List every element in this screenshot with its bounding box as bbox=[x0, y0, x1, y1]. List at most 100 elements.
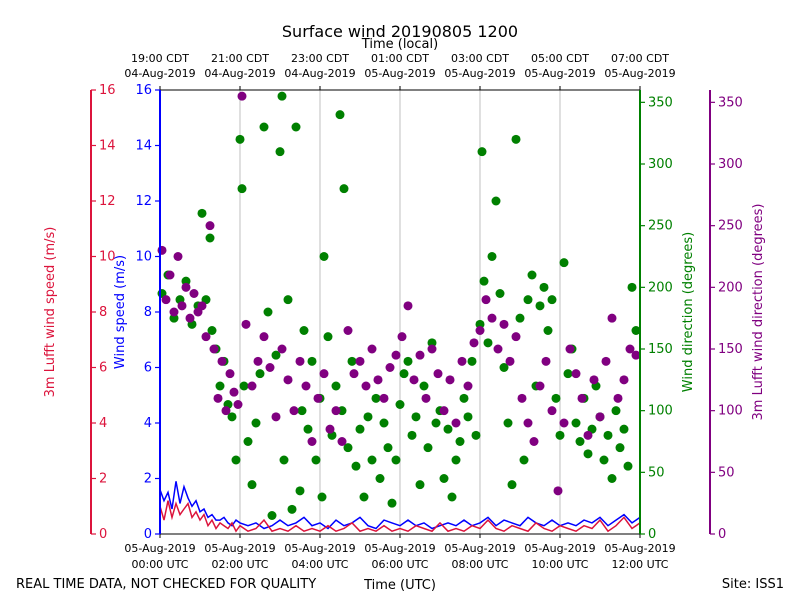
data-point-wind-dir bbox=[547, 295, 557, 305]
data-point-wind-dir bbox=[387, 498, 397, 508]
data-point-wind-dir bbox=[627, 282, 637, 292]
data-point-wind-dir bbox=[399, 369, 409, 379]
data-point-lufft-dir bbox=[499, 319, 509, 329]
y-tick-label-wind-speed: 0 bbox=[144, 527, 152, 542]
data-point-wind-dir bbox=[343, 443, 353, 453]
data-point-wind-dir bbox=[263, 307, 273, 317]
y-axis-label-wind-direction: Wind direction (degrees) bbox=[681, 232, 696, 392]
y-tick-label-wind-direction: 100 bbox=[648, 404, 673, 419]
data-point-lufft-dir bbox=[313, 393, 323, 403]
data-point-lufft-dir bbox=[289, 406, 299, 416]
data-point-wind-dir bbox=[427, 338, 437, 348]
data-point-lufft-dir bbox=[619, 375, 629, 385]
tick-label-layer: 05-Aug-2019 00:00 UTC 05-Aug-2019 02:00 UTC… bbox=[99, 52, 743, 571]
x-tick-label-date: 05-Aug-2019 bbox=[524, 542, 595, 555]
data-point-wind-dir bbox=[615, 443, 625, 453]
top-tick-label-date: 04-Aug-2019 bbox=[124, 67, 195, 80]
data-point-wind-dir bbox=[515, 313, 525, 323]
data-point-lufft-dir bbox=[221, 406, 231, 416]
data-point-lufft-dir bbox=[631, 350, 641, 360]
top-tick-label-date: 05-Aug-2019 bbox=[524, 67, 595, 80]
x-tick-label-time: 02:00 UTC bbox=[211, 558, 268, 571]
data-point-lufft-dir bbox=[331, 406, 341, 416]
data-point-wind-dir bbox=[527, 270, 537, 280]
data-point-wind-dir bbox=[347, 356, 357, 366]
data-point-wind-dir bbox=[415, 480, 425, 490]
data-point-lufft-dir bbox=[523, 418, 533, 428]
data-point-wind-dir bbox=[411, 412, 421, 422]
data-point-lufft-dir bbox=[457, 356, 467, 366]
x-tick-label-date: 05-Aug-2019 bbox=[124, 542, 195, 555]
data-point-lufft-dir bbox=[271, 412, 281, 422]
data-point-wind-dir bbox=[231, 455, 241, 465]
data-point-lufft-dir bbox=[213, 393, 223, 403]
data-point-wind-dir bbox=[563, 369, 573, 379]
data-point-wind-dir bbox=[317, 492, 327, 502]
y-tick-label-lufft-direction: 350 bbox=[718, 95, 743, 110]
top-tick-label-time: 01:00 CDT bbox=[371, 52, 429, 65]
data-point-lufft-dir bbox=[583, 430, 593, 440]
data-point-lufft-dir bbox=[613, 393, 623, 403]
data-point-lufft-dir bbox=[385, 363, 395, 372]
data-point-wind-dir bbox=[379, 418, 389, 428]
data-point-wind-dir bbox=[275, 147, 285, 157]
data-point-lufft-dir bbox=[451, 418, 461, 428]
data-point-wind-dir bbox=[439, 474, 449, 483]
data-point-wind-dir bbox=[297, 406, 307, 416]
data-point-lufft-dir bbox=[349, 369, 359, 379]
y-tick-label-wind-speed: 16 bbox=[135, 83, 152, 98]
data-point-lufft-dir bbox=[481, 295, 491, 305]
y-tick-label-wind-direction: 350 bbox=[648, 95, 673, 110]
data-point-lufft-dir bbox=[547, 406, 557, 416]
data-point-wind-dir bbox=[607, 474, 617, 483]
data-point-wind-dir bbox=[475, 319, 485, 329]
data-point-lufft-dir bbox=[415, 350, 425, 360]
data-point-wind-dir bbox=[323, 332, 333, 342]
data-point-lufft-dir bbox=[217, 356, 227, 366]
y-tick-label-lufft-direction: 250 bbox=[718, 219, 743, 234]
data-point-lufft-dir bbox=[177, 301, 187, 311]
data-point-lufft-dir bbox=[511, 332, 521, 342]
data-point-wind-dir bbox=[237, 184, 247, 194]
x-tick-label-date: 05-Aug-2019 bbox=[364, 542, 435, 555]
data-point-wind-dir bbox=[431, 418, 441, 428]
x-axis-label: Time (UTC) bbox=[363, 578, 436, 593]
y-tick-label-lufft-direction: 0 bbox=[718, 527, 726, 542]
series-layer bbox=[157, 91, 641, 533]
data-point-lufft-dir bbox=[161, 295, 171, 305]
data-point-lufft-dir bbox=[337, 437, 347, 446]
y-axis-label-lufft-speed: 3m Lufft wind speed (m/s) bbox=[43, 227, 58, 398]
x-tick-label-time: 06:00 UTC bbox=[371, 558, 428, 571]
data-point-wind-dir bbox=[619, 424, 629, 434]
data-point-wind-dir bbox=[407, 430, 417, 440]
y-tick-label-wind-speed: 8 bbox=[144, 305, 152, 320]
data-point-wind-dir bbox=[251, 418, 261, 428]
data-point-lufft-dir bbox=[517, 393, 527, 403]
data-point-wind-dir bbox=[583, 449, 593, 459]
data-point-wind-dir bbox=[519, 455, 529, 465]
data-point-lufft-dir bbox=[277, 344, 287, 354]
data-point-wind-dir bbox=[215, 381, 225, 391]
data-point-lufft-dir bbox=[173, 252, 183, 261]
data-point-wind-dir bbox=[543, 326, 553, 335]
x-tick-label-date: 05-Aug-2019 bbox=[204, 542, 275, 555]
series-line-lufft-speed bbox=[159, 500, 641, 533]
data-point-lufft-dir bbox=[165, 270, 175, 280]
data-point-wind-dir bbox=[311, 455, 321, 465]
top-tick-label-time: 21:00 CDT bbox=[211, 52, 269, 65]
data-point-lufft-dir bbox=[601, 356, 611, 366]
data-point-lufft-dir bbox=[189, 289, 199, 298]
y-tick-label-lufft-direction: 300 bbox=[718, 157, 743, 172]
data-point-lufft-dir bbox=[157, 245, 167, 255]
y-tick-label-lufft-speed: 12 bbox=[99, 194, 116, 209]
data-point-lufft-dir bbox=[421, 393, 431, 403]
data-point-wind-dir bbox=[375, 474, 385, 483]
data-point-wind-dir bbox=[491, 196, 501, 206]
data-point-lufft-dir bbox=[233, 400, 243, 409]
x-tick-label-time: 00:00 UTC bbox=[131, 558, 188, 571]
data-point-wind-dir bbox=[403, 356, 413, 366]
data-point-wind-dir bbox=[247, 480, 257, 490]
data-point-wind-dir bbox=[267, 511, 277, 520]
data-point-lufft-dir bbox=[185, 313, 195, 323]
data-point-wind-dir bbox=[299, 326, 309, 335]
